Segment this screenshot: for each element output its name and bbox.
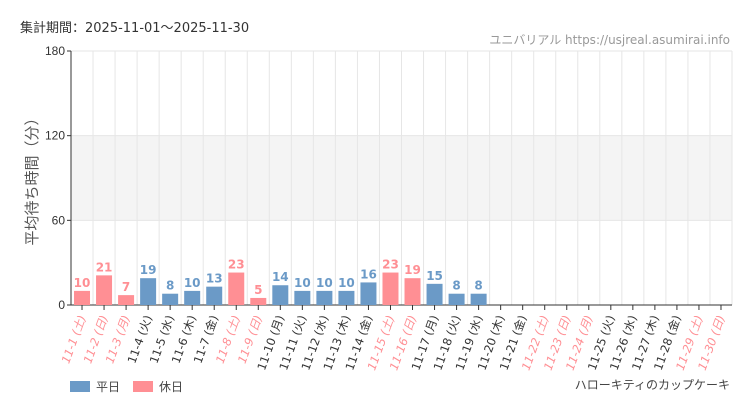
bar (162, 293, 179, 305)
data-label: 10 (316, 276, 333, 290)
data-label: 23 (382, 258, 399, 272)
bar (426, 283, 443, 305)
data-label: 15 (426, 269, 443, 283)
bar (382, 272, 399, 305)
legend-weekday-label: 平日 (96, 380, 121, 394)
bar (250, 297, 267, 305)
bar (360, 282, 377, 305)
data-label: 8 (452, 279, 460, 293)
legend-holiday-swatch (133, 381, 153, 392)
data-label: 19 (404, 263, 421, 277)
legend-weekday-swatch (70, 381, 90, 392)
data-label: 13 (206, 272, 223, 286)
data-label: 14 (272, 270, 289, 284)
attraction-name: ハローキティのカップケーキ (574, 378, 730, 392)
data-label: 23 (228, 258, 245, 272)
bar (316, 290, 333, 305)
bar (404, 278, 421, 305)
bar (228, 272, 245, 305)
legend-weekday[interactable]: 平日 (70, 378, 120, 395)
data-label: 7 (122, 280, 130, 294)
data-label: 19 (140, 263, 157, 277)
data-label: 10 (338, 276, 355, 290)
data-label: 10 (184, 276, 201, 290)
bar (184, 290, 201, 305)
bar (470, 293, 487, 305)
data-label: 10 (294, 276, 311, 290)
bar (74, 290, 91, 305)
bar (294, 290, 311, 305)
bar (96, 275, 113, 305)
legend-holiday-label: 休日 (159, 380, 184, 394)
bar (338, 290, 355, 305)
bar (206, 286, 223, 305)
legend-holiday[interactable]: 休日 (133, 378, 183, 395)
data-label: 10 (74, 276, 91, 290)
data-label: 5 (254, 283, 262, 297)
y-tick-label: 180 (45, 44, 65, 58)
bar (272, 285, 289, 305)
data-label: 8 (166, 279, 174, 293)
data-label: 8 (474, 279, 482, 293)
bar (140, 278, 157, 305)
bar (448, 293, 465, 305)
site-credit: ユニバリアル https://usjreal.asumirai.info (489, 33, 730, 47)
y-tick-label: 0 (58, 298, 65, 312)
data-label: 21 (96, 260, 113, 274)
bar (118, 295, 135, 305)
data-label: 16 (360, 267, 377, 281)
y-axis-title: 平均待ち時間（分） (23, 110, 41, 245)
y-tick-label: 60 (52, 213, 66, 227)
y-tick-label: 120 (45, 129, 65, 143)
period-label: 集計期間：2025-11-01～2025-11-30 (20, 21, 250, 36)
